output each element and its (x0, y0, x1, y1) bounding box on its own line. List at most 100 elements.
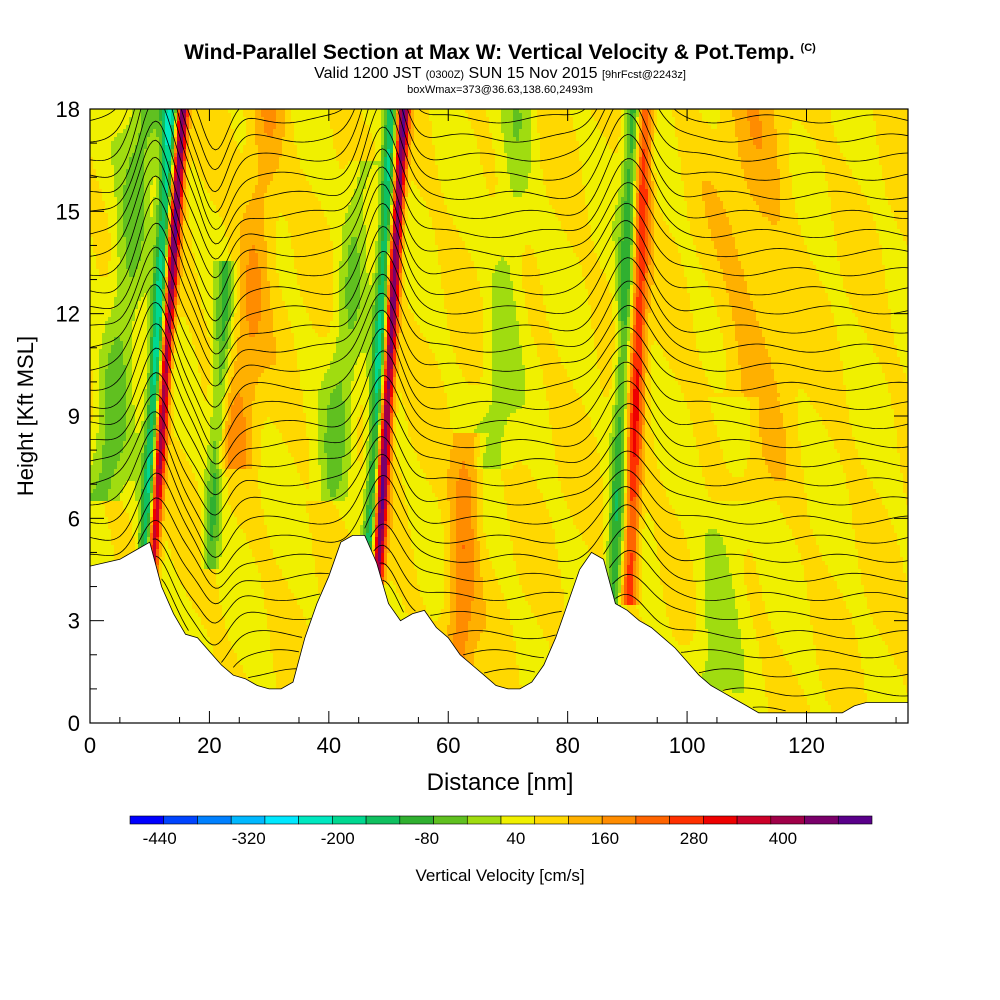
velocity-cell (486, 113, 490, 118)
velocity-cell (798, 109, 802, 114)
velocity-cell (810, 121, 814, 126)
velocity-cell (387, 161, 391, 166)
velocity-cell (159, 137, 163, 142)
velocity-cell (537, 129, 541, 134)
velocity-cell (621, 157, 625, 162)
velocity-cell (498, 173, 502, 178)
velocity-cell (447, 149, 451, 154)
velocity-cell (882, 137, 886, 142)
velocity-cell (186, 173, 190, 178)
velocity-cell (582, 109, 586, 114)
velocity-cell (897, 113, 901, 118)
velocity-cell (432, 149, 436, 154)
velocity-cell (801, 153, 805, 158)
velocity-cell (414, 141, 418, 146)
velocity-cell (105, 149, 109, 154)
velocity-cell (126, 181, 130, 186)
velocity-cell (693, 145, 697, 150)
velocity-cell (840, 157, 844, 162)
velocity-cell (426, 117, 430, 122)
velocity-cell (798, 145, 802, 150)
velocity-cell (552, 129, 556, 134)
velocity-cell (744, 157, 748, 162)
velocity-cell (630, 121, 634, 126)
velocity-cell (288, 181, 292, 186)
velocity-cell (702, 169, 706, 174)
velocity-cell (243, 109, 247, 114)
velocity-cell (609, 129, 613, 134)
velocity-cell (387, 149, 391, 154)
velocity-cell (261, 113, 265, 118)
velocity-cell (483, 141, 487, 146)
velocity-cell (381, 137, 385, 142)
velocity-cell (408, 109, 412, 114)
velocity-cell (666, 173, 670, 178)
velocity-cell (345, 133, 349, 138)
velocity-cell (489, 169, 493, 174)
velocity-cell (702, 149, 706, 154)
velocity-cell (309, 113, 313, 118)
velocity-cell (753, 161, 757, 166)
velocity-cell (411, 121, 415, 126)
velocity-cell (888, 157, 892, 162)
velocity-cell (186, 109, 190, 114)
velocity-cell (399, 121, 403, 126)
velocity-cell (783, 129, 787, 134)
velocity-cell (474, 117, 478, 122)
velocity-cell (360, 145, 364, 150)
velocity-cell (132, 125, 136, 130)
velocity-cell (765, 125, 769, 130)
velocity-cell (159, 177, 163, 182)
velocity-cell (432, 157, 436, 162)
velocity-cell (522, 157, 526, 162)
velocity-cell (192, 169, 196, 174)
velocity-cell (222, 129, 226, 134)
velocity-cell (120, 129, 124, 134)
velocity-cell (447, 165, 451, 170)
velocity-cell (687, 157, 691, 162)
velocity-cell (771, 109, 775, 114)
velocity-cell (837, 173, 841, 178)
velocity-cell (762, 169, 766, 174)
velocity-cell (324, 149, 328, 154)
velocity-cell (267, 165, 271, 170)
velocity-cell (834, 173, 838, 178)
velocity-cell (549, 165, 553, 170)
velocity-cell (459, 169, 463, 174)
velocity-cell (228, 181, 232, 186)
velocity-cell (237, 157, 241, 162)
velocity-cell (216, 153, 220, 158)
velocity-cell (843, 137, 847, 142)
velocity-cell (522, 109, 526, 114)
velocity-cell (696, 173, 700, 178)
velocity-cell (720, 145, 724, 150)
velocity-cell (120, 149, 124, 154)
velocity-cell (519, 145, 523, 150)
velocity-cell (222, 145, 226, 150)
velocity-cell (99, 141, 103, 146)
velocity-cell (258, 169, 262, 174)
velocity-cell (834, 149, 838, 154)
velocity-cell (189, 113, 193, 118)
velocity-cell (522, 141, 526, 146)
velocity-cell (207, 173, 211, 178)
velocity-cell (252, 113, 256, 118)
velocity-cell (321, 133, 325, 138)
velocity-cell (672, 137, 676, 142)
velocity-cell (879, 169, 883, 174)
velocity-cell (234, 181, 238, 186)
velocity-cell (393, 113, 397, 118)
velocity-cell (375, 129, 379, 134)
velocity-cell (282, 169, 286, 174)
velocity-cell (756, 137, 760, 142)
velocity-cell (627, 113, 631, 118)
velocity-cell (396, 133, 400, 138)
velocity-cell (390, 161, 394, 166)
velocity-cell (249, 117, 253, 122)
velocity-cell (162, 173, 166, 178)
velocity-cell (555, 113, 559, 118)
velocity-cell (108, 113, 112, 118)
velocity-cell (699, 117, 703, 122)
velocity-cell (417, 161, 421, 166)
velocity-cell (426, 121, 430, 126)
